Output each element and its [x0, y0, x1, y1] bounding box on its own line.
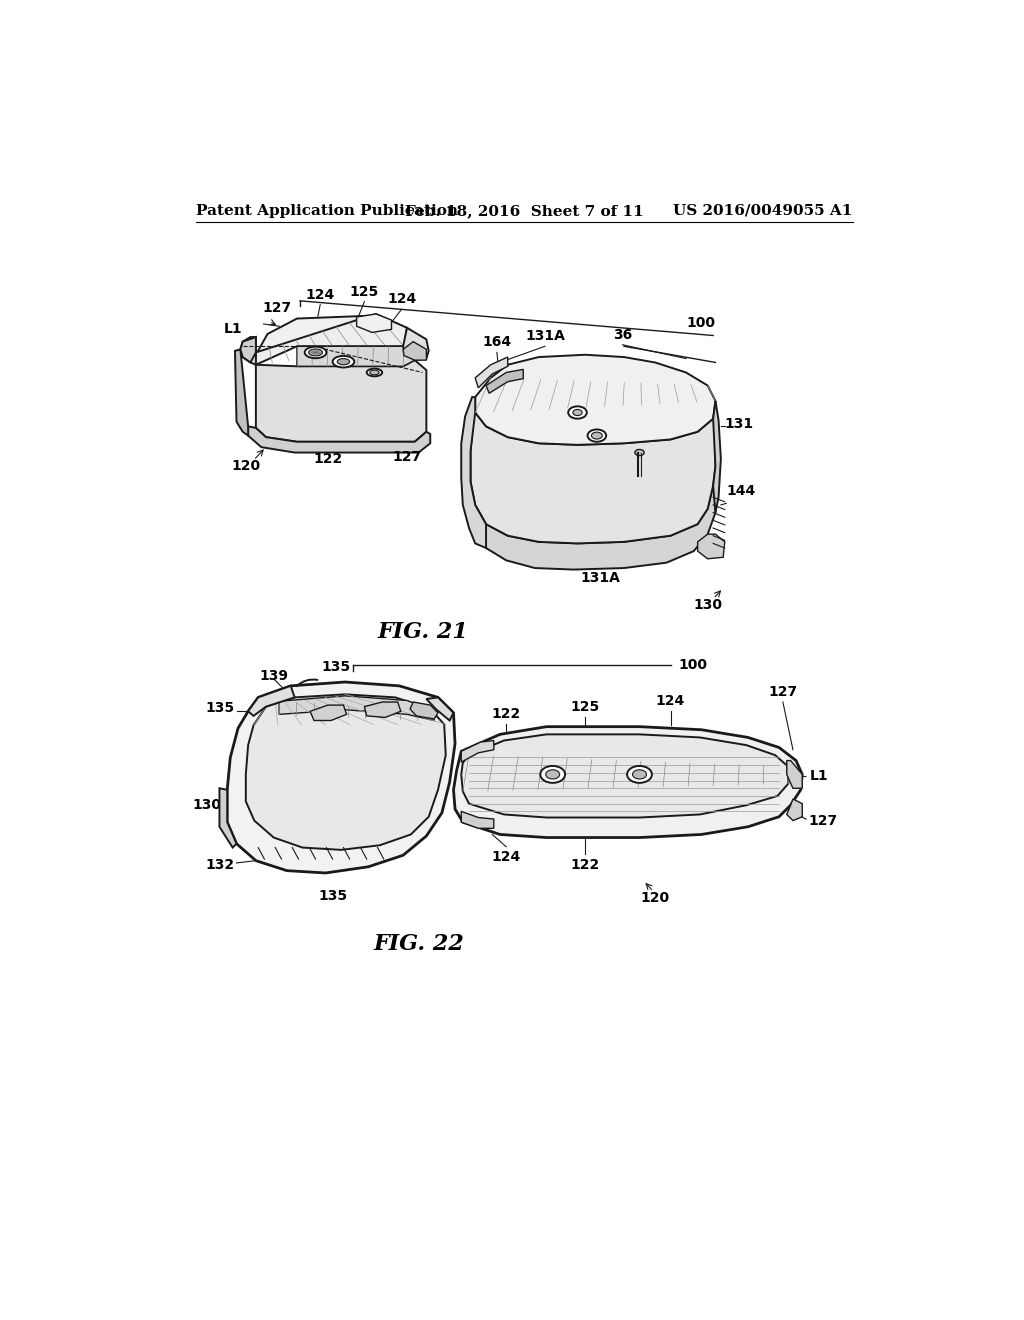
Text: 122: 122 — [313, 451, 343, 466]
Text: L1: L1 — [810, 770, 828, 783]
Text: 127: 127 — [262, 301, 292, 315]
Ellipse shape — [305, 347, 327, 358]
Text: 124: 124 — [387, 292, 416, 306]
Text: 135: 135 — [322, 660, 350, 673]
Polygon shape — [461, 812, 494, 829]
Polygon shape — [234, 350, 248, 436]
Ellipse shape — [541, 766, 565, 783]
Text: 139: 139 — [259, 669, 288, 682]
Polygon shape — [280, 696, 434, 721]
Text: 100: 100 — [678, 659, 708, 672]
Text: L1: L1 — [224, 322, 243, 337]
Text: 127: 127 — [768, 685, 798, 700]
Polygon shape — [461, 397, 486, 548]
Text: 131A: 131A — [581, 572, 621, 585]
Text: 131A: 131A — [525, 329, 565, 343]
Text: 144: 144 — [726, 484, 756, 498]
Ellipse shape — [588, 429, 606, 442]
Polygon shape — [475, 358, 508, 388]
Polygon shape — [310, 705, 346, 721]
Polygon shape — [256, 315, 414, 355]
Text: 127: 127 — [392, 450, 422, 465]
Text: 124: 124 — [305, 288, 335, 302]
Text: 130: 130 — [193, 799, 221, 812]
Text: 122: 122 — [570, 858, 600, 871]
Text: 122: 122 — [492, 706, 521, 721]
Polygon shape — [248, 426, 430, 453]
Ellipse shape — [633, 770, 646, 779]
Text: FIG. 22: FIG. 22 — [373, 933, 464, 954]
Polygon shape — [410, 702, 438, 719]
Polygon shape — [365, 702, 400, 718]
Ellipse shape — [546, 770, 560, 779]
Text: 125: 125 — [350, 285, 379, 298]
Ellipse shape — [308, 348, 323, 356]
Text: 120: 120 — [231, 459, 260, 474]
Polygon shape — [786, 760, 802, 788]
Polygon shape — [786, 799, 802, 821]
Ellipse shape — [333, 356, 354, 367]
Text: Feb. 18, 2016  Sheet 7 of 11: Feb. 18, 2016 Sheet 7 of 11 — [406, 203, 644, 218]
Polygon shape — [256, 314, 407, 364]
Polygon shape — [697, 535, 725, 558]
Polygon shape — [241, 337, 256, 363]
Polygon shape — [403, 342, 426, 360]
Polygon shape — [486, 370, 523, 393]
Ellipse shape — [635, 450, 644, 455]
Text: US 2016/0049055 A1: US 2016/0049055 A1 — [673, 203, 853, 218]
Polygon shape — [241, 337, 256, 364]
Text: 127: 127 — [809, 813, 838, 828]
Text: 131: 131 — [725, 417, 754, 432]
Polygon shape — [467, 482, 716, 570]
Polygon shape — [256, 360, 426, 442]
Polygon shape — [227, 682, 455, 873]
Ellipse shape — [627, 766, 652, 783]
Polygon shape — [356, 314, 391, 333]
Polygon shape — [713, 401, 721, 512]
Text: 124: 124 — [492, 850, 521, 863]
Polygon shape — [248, 686, 295, 715]
Text: 135: 135 — [318, 890, 348, 903]
Text: 36: 36 — [612, 327, 632, 342]
Polygon shape — [475, 355, 716, 445]
Polygon shape — [403, 327, 429, 360]
Ellipse shape — [370, 370, 379, 375]
Polygon shape — [454, 726, 802, 838]
Text: 125: 125 — [570, 701, 600, 714]
Ellipse shape — [592, 432, 602, 440]
Polygon shape — [471, 397, 716, 544]
Ellipse shape — [337, 359, 349, 364]
Polygon shape — [426, 697, 454, 721]
Ellipse shape — [367, 368, 382, 376]
Text: 132: 132 — [206, 858, 234, 873]
Text: Patent Application Publication: Patent Application Publication — [197, 203, 458, 218]
Ellipse shape — [568, 407, 587, 418]
Polygon shape — [246, 694, 445, 850]
Polygon shape — [461, 734, 788, 817]
Text: FIG. 21: FIG. 21 — [377, 620, 468, 643]
Text: 134: 134 — [403, 737, 432, 751]
Text: 100: 100 — [686, 317, 715, 330]
Polygon shape — [219, 788, 237, 847]
Text: 135: 135 — [206, 701, 234, 715]
Text: 124: 124 — [656, 694, 685, 708]
Text: 164: 164 — [482, 335, 511, 350]
Text: 120: 120 — [640, 891, 670, 904]
Polygon shape — [461, 741, 494, 762]
Polygon shape — [297, 346, 415, 367]
Ellipse shape — [572, 409, 583, 416]
Text: 130: 130 — [693, 598, 722, 612]
